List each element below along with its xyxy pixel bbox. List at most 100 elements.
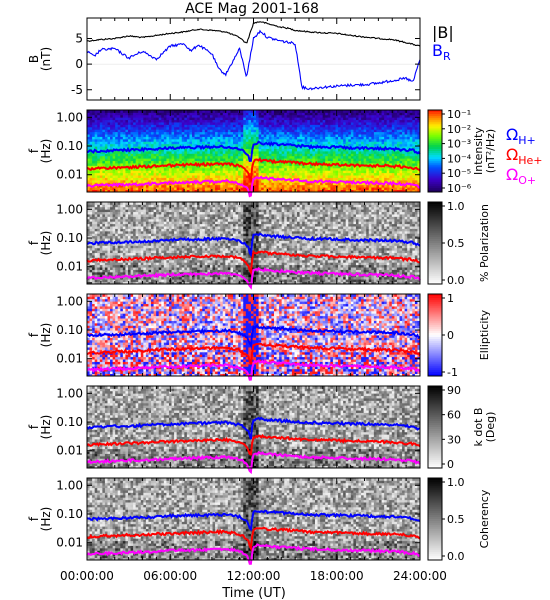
spectrogram-cell: [107, 179, 111, 183]
spectrogram-cell: [184, 151, 188, 154]
spectrogram-cell: [268, 124, 272, 128]
spectrogram-cell: [312, 148, 316, 152]
spectrogram-cell: [92, 136, 96, 140]
spectrogram-cell: [384, 189, 388, 193]
spectrogram-cell: [245, 179, 249, 183]
spectrogram-cell: [332, 131, 336, 135]
spectrogram-cell: [145, 189, 149, 193]
spectrogram-cell: [138, 155, 142, 159]
colorbar-step: [428, 175, 442, 179]
spectrogram-cell: [304, 151, 308, 154]
spectrogram-cell: [276, 187, 280, 190]
spectrogram-cell: [297, 167, 301, 171]
spectrogram-cell: [112, 122, 116, 125]
spectrogram-cell: [266, 112, 270, 116]
spectrogram-cell: [250, 160, 254, 164]
spectrogram-cell: [97, 117, 101, 121]
spectrogram-cell: [207, 160, 211, 164]
spectrogram-cell: [266, 179, 270, 183]
spectrogram-cell: [168, 170, 172, 174]
spectrogram-cell: [235, 134, 239, 137]
spectrogram-cell: [92, 119, 96, 123]
spectrogram-cell: [253, 167, 257, 171]
spectrogram-cell: [322, 151, 326, 154]
spectrogram-cell: [89, 155, 93, 159]
spectrogram-cell: [107, 223, 111, 227]
spectrogram-cell: [233, 158, 236, 162]
spectrogram-cell: [176, 155, 180, 159]
spectrogram-cell: [332, 148, 336, 152]
spectrogram-cell: [407, 187, 411, 190]
spectrogram-cell: [127, 155, 131, 159]
spectrogram-cell: [379, 129, 382, 133]
spectrogram-cell: [361, 175, 365, 178]
spectrogram-cell: [345, 122, 349, 125]
spectrogram-cell: [381, 138, 385, 142]
spectrogram-cell: [212, 187, 216, 190]
spectrogram-cell: [291, 119, 295, 123]
spectrogram-cell: [130, 114, 134, 118]
spectrogram-cell: [309, 114, 313, 118]
spectrogram-cell: [168, 114, 172, 118]
spectrogram-cell: [166, 131, 170, 135]
spectrogram-cell: [343, 124, 347, 128]
spectrogram-cell: [373, 131, 377, 135]
spectrogram-cell: [343, 136, 347, 140]
spectrogram-cell: [110, 218, 114, 222]
spectrogram-cell: [286, 170, 290, 174]
spectrogram-cell: [340, 138, 344, 142]
spectrogram-cell: [212, 151, 216, 154]
spectrogram-cell: [258, 117, 262, 121]
spectrogram-cell: [389, 177, 393, 181]
spectrogram-cell: [309, 170, 313, 174]
spectrogram-cell: [204, 129, 208, 133]
spectrogram-cell: [112, 155, 116, 159]
spectrogram-cell: [94, 155, 98, 159]
spectrogram-cell: [256, 119, 260, 123]
spectrogram-cell: [417, 170, 421, 174]
spectrogram-cell: [99, 221, 103, 225]
spectrogram-cell: [381, 187, 385, 190]
spectrogram-cell: [396, 158, 400, 162]
spectrogram-cell: [127, 129, 131, 133]
spectrogram-cell: [143, 153, 147, 157]
spectrogram-cell: [225, 119, 229, 123]
spectrogram-cell: [220, 114, 224, 118]
spectrogram-cell: [407, 112, 411, 116]
spectrogram-cell: [184, 129, 188, 133]
spectrogram-cell: [396, 117, 400, 121]
spectrogram-cell: [299, 175, 303, 178]
spectrogram-cell: [291, 153, 295, 157]
spectrogram-cell: [317, 160, 321, 164]
spectrogram-cell: [104, 216, 108, 220]
spectrogram-cell: [340, 143, 344, 147]
spectrogram-cell: [102, 204, 106, 208]
spectrogram-cell: [179, 126, 183, 130]
spectrogram-cell: [312, 151, 316, 154]
spectrogram-cell: [209, 165, 213, 169]
spectrogram-cell: [112, 179, 116, 183]
spectrogram-cell: [143, 131, 147, 135]
spectrogram-cell: [163, 158, 167, 162]
spectrogram-cell: [153, 138, 157, 142]
spectrogram-cell: [371, 187, 375, 190]
spectrogram-cell: [92, 141, 96, 145]
spectrogram-cell: [110, 177, 114, 181]
spectrogram-cell: [381, 143, 385, 147]
spectrogram-cell: [153, 155, 157, 159]
spectrogram-cell: [94, 158, 98, 162]
spectrogram-cell: [92, 110, 96, 113]
spectrogram-cell: [163, 138, 167, 142]
spectrogram-cell: [166, 122, 170, 125]
spectrogram-cell: [140, 170, 144, 174]
spectrogram-cell: [243, 172, 247, 176]
spectrogram-cell: [345, 114, 349, 118]
spectrogram-cell: [107, 204, 111, 208]
spectrogram-cell: [122, 151, 126, 154]
spectrogram-cell: [320, 138, 324, 142]
spectrogram-cell: [379, 151, 382, 154]
spectrogram-cell: [361, 167, 365, 171]
spectrogram-cell: [373, 124, 377, 128]
spectrogram-cell: [138, 134, 142, 137]
spectrogram-cell: [202, 189, 206, 193]
